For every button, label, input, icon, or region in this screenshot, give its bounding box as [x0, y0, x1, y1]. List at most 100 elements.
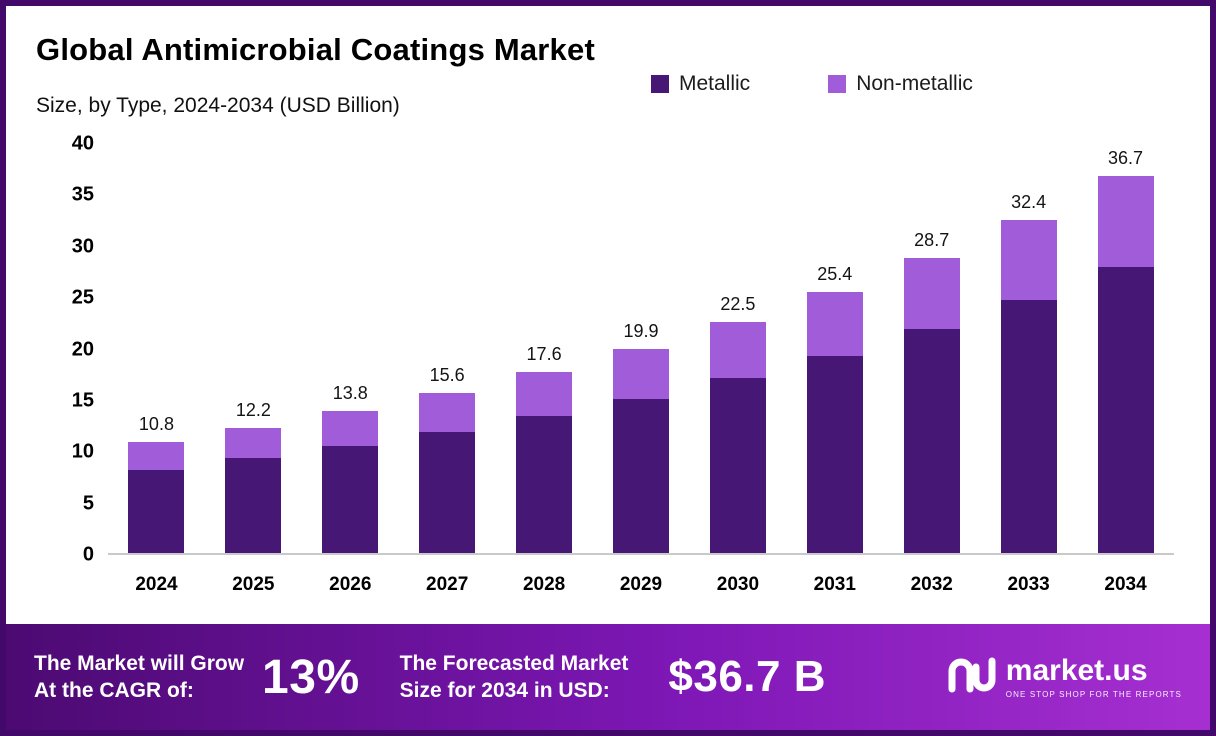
brand-text: market.us ONE STOP SHOP FOR THE REPORTS: [1005, 653, 1182, 699]
bar-2032: 28.7: [892, 144, 972, 553]
segment-non-metallic: [612, 348, 669, 399]
bar-stack: [1097, 175, 1154, 553]
segment-non-metallic: [419, 392, 476, 432]
bar-2027: 15.6: [407, 144, 487, 553]
bar-2029: 19.9: [601, 144, 681, 553]
segment-metallic: [709, 378, 766, 553]
segment-metallic: [322, 446, 379, 553]
bar-total-label: 36.7: [1107, 147, 1144, 168]
brand-tagline: ONE STOP SHOP FOR THE REPORTS: [1005, 689, 1182, 699]
bar-total-label: 32.4: [1011, 192, 1047, 213]
market-us-logo-icon: [944, 653, 996, 702]
segment-metallic: [612, 398, 669, 553]
segment-metallic: [1097, 267, 1154, 553]
bar-stack: [709, 321, 766, 553]
segment-metallic: [516, 416, 573, 553]
bar-chart: 0 5 10 15 20 25 30 35 40 10.8 12.2 13.8 15.6 17.6 19.…: [36, 133, 1180, 614]
x-axis-label: 2025: [232, 574, 275, 595]
bar-stack: [806, 292, 863, 553]
x-axis-label: 2029: [619, 574, 663, 595]
x-axis-label: 2034: [1104, 574, 1147, 595]
forecast-label: The Forecasted Market Size for 2034 in U…: [400, 650, 629, 705]
y-axis: 0 5 10 15 20 25 30 35 40: [36, 133, 94, 566]
bar-stack: [128, 442, 185, 553]
bar-2031: 25.4: [795, 144, 875, 553]
x-axis-label: 2033: [1007, 574, 1050, 595]
y-tick-label: 25: [71, 286, 94, 309]
segment-non-metallic: [1097, 175, 1154, 268]
brand-name: market.us: [1005, 653, 1148, 687]
segment-metallic: [419, 431, 476, 553]
cagr-value: 13%: [262, 650, 360, 704]
bar-total-label: 13.8: [332, 383, 368, 404]
brand-block: market.us ONE STOP SHOP FOR THE REPORTS: [944, 653, 1182, 702]
chart-subtitle: Size, by Type, 2024-2034 (USD Billion): [36, 94, 400, 117]
segment-non-metallic: [806, 292, 863, 356]
legend-item-metallic: Metallic: [651, 72, 750, 96]
x-axis-label: 2030: [716, 574, 760, 595]
legend-swatch: [651, 75, 669, 93]
segment-metallic: [903, 329, 960, 553]
footer-banner: The Market will Grow At the CAGR of: 13%…: [6, 624, 1210, 730]
segment-metallic: [806, 355, 863, 553]
forecast-label-line2: Size for 2034 in USD:: [399, 679, 610, 702]
y-tick-label: 0: [82, 543, 94, 566]
segment-metallic: [128, 469, 185, 553]
x-axis: 2024 2025 2026 2027 2028 2029 2030 2031 2032 2033…: [108, 574, 1174, 596]
segment-non-metallic: [128, 442, 185, 470]
bar-total-label: 10.8: [138, 414, 174, 435]
bar-total-label: 22.5: [720, 293, 756, 314]
segment-metallic: [1000, 300, 1057, 553]
bar-stack: [903, 258, 960, 553]
segment-metallic: [225, 458, 282, 553]
bar-stack: [322, 411, 379, 553]
bar-total-label: 17.6: [526, 344, 562, 365]
bar-total-label: 15.6: [429, 364, 465, 385]
y-tick-label: 10: [71, 440, 94, 463]
bar-total-label: 12.2: [235, 399, 271, 420]
bar-total-label: 25.4: [817, 264, 853, 285]
x-axis-label: 2032: [910, 574, 953, 595]
x-axis-label: 2026: [329, 574, 372, 595]
bar-2025: 12.2: [213, 144, 293, 553]
legend-label: Metallic: [679, 72, 751, 95]
forecast-label-line1: The Forecasted Market: [399, 651, 629, 675]
cagr-label-line2: At the CAGR of:: [34, 679, 194, 702]
segment-non-metallic: [903, 258, 960, 330]
bar-stack: [612, 348, 669, 553]
y-tick-label: 30: [71, 235, 94, 258]
segment-non-metallic: [709, 321, 766, 379]
plot-area: 10.8 12.2 13.8 15.6 17.6 19.9 22.5 25.4 28.7 32.4…: [108, 144, 1174, 555]
legend-swatch: [828, 75, 847, 93]
forecast-value: $36.7 B: [668, 652, 826, 701]
segment-non-metallic: [516, 372, 573, 417]
bar-2033: 32.4: [989, 144, 1069, 553]
segment-non-metallic: [322, 411, 379, 447]
cagr-label: The Market will Grow At the CAGR of:: [34, 650, 244, 705]
x-axis-label: 2031: [813, 574, 856, 595]
cagr-label-line1: The Market will Grow: [34, 651, 245, 675]
legend-label: Non-metallic: [856, 72, 973, 95]
y-tick-label: 5: [82, 492, 94, 515]
x-axis-label: 2028: [522, 574, 566, 595]
bar-stack: [516, 372, 573, 553]
bar-2028: 17.6: [504, 144, 584, 553]
bar-stack: [1000, 220, 1057, 553]
segment-non-metallic: [225, 427, 282, 459]
bar-total-label: 28.7: [914, 230, 950, 251]
bar-2030: 22.5: [698, 144, 778, 553]
page-title: Global Antimicrobial Coatings Market: [36, 32, 595, 67]
y-tick-label: 15: [71, 389, 94, 412]
segment-non-metallic: [1000, 220, 1057, 301]
bar-stack: [419, 392, 476, 553]
y-tick-label: 20: [71, 338, 94, 360]
y-tick-label: 40: [71, 132, 94, 155]
y-tick-label: 35: [71, 183, 94, 206]
bar-2026: 13.8: [310, 144, 390, 553]
bar-stack: [225, 427, 282, 553]
chart-legend: Metallic Non-metallic: [651, 72, 973, 96]
bar-2034: 36.7: [1086, 144, 1166, 553]
bar-2024: 10.8: [116, 144, 196, 553]
bars-container: 10.8 12.2 13.8 15.6 17.6 19.9 22.5 25.4 28.7 32.4…: [108, 144, 1174, 553]
